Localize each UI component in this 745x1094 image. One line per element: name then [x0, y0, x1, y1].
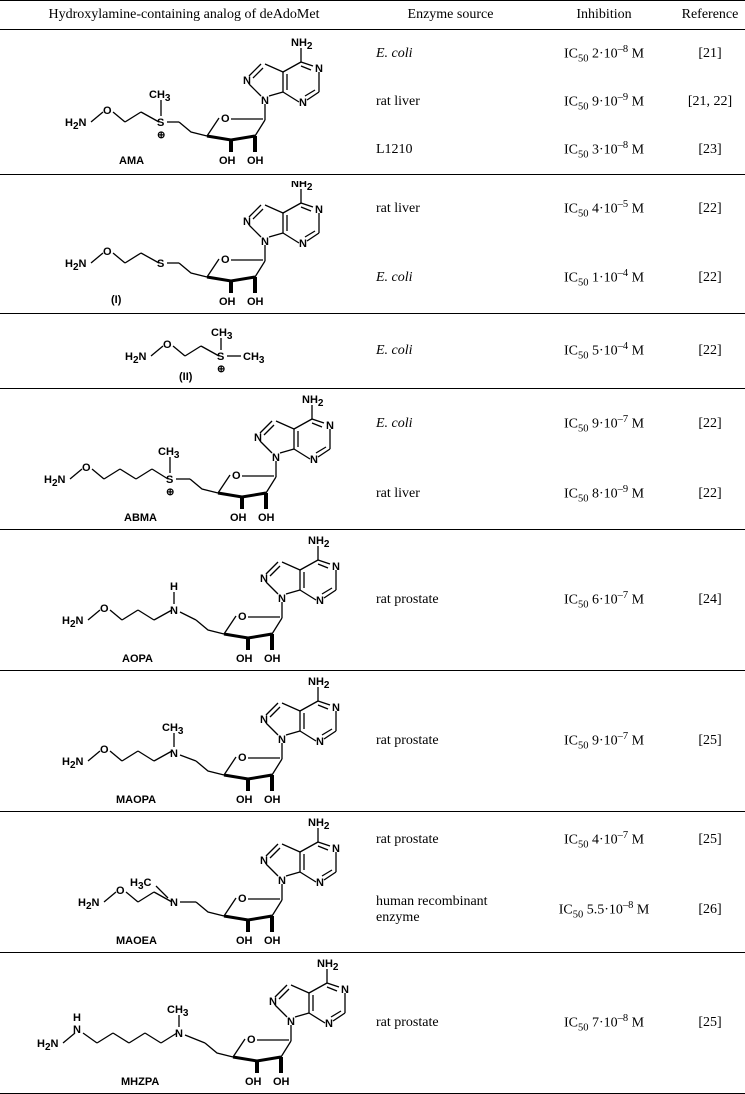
header-enzyme: Enzyme source [368, 1, 533, 30]
svg-text:(I): (I) [111, 294, 122, 306]
row-maopa-1: N CH3 MAOPA rat prostate IC50 9·10–7 M [… [0, 671, 745, 812]
ref-mhzpa-1: [25] [675, 953, 745, 1094]
svg-text:N: N [175, 1028, 183, 1040]
ref-maopa-1: [25] [675, 671, 745, 812]
enzyme-ama-1: E. coli [368, 30, 533, 79]
svg-text:⊕: ⊕ [217, 364, 225, 375]
ref-ama-3: [23] [675, 126, 745, 175]
enzyme-ii-1: E. coli [368, 314, 533, 389]
svg-text:CH3: CH3 [243, 351, 265, 366]
inhibition-maopa-1: IC50 9·10–7 M [533, 671, 675, 812]
inhibition-ama-1: IC50 2·10–8 M [533, 30, 675, 79]
ref-abma-2: [22] [675, 459, 745, 530]
inhibition-ii-1: IC50 5·10–4 M [533, 314, 675, 389]
svg-text:S: S [157, 117, 164, 129]
row-ama-1: S ⊕ CH3 AMA E. coli IC50 2·10–8 M [21] [0, 30, 745, 79]
svg-text:⊕: ⊕ [157, 130, 165, 141]
enzyme-maoea-2: human recombinant enzyme [368, 868, 533, 952]
structure-aopa: N H AOPA [0, 530, 368, 671]
svg-text:CH3: CH3 [211, 327, 233, 342]
inhibition-maoea-2: IC50 5.5·10–8 M [533, 868, 675, 952]
ref-i-2: [22] [675, 244, 745, 314]
svg-text:CH3: CH3 [149, 89, 171, 104]
svg-text:AOPA: AOPA [122, 653, 153, 665]
svg-text:S: S [217, 351, 224, 363]
inhibition-i-1: IC50 4·10–5 M [533, 175, 675, 244]
svg-text:S: S [166, 474, 173, 486]
structure-maopa: N CH3 MAOPA [0, 671, 368, 812]
row-i-1: S (I) rat liver IC50 4·10–5 M [22] [0, 175, 745, 244]
structure-abma: H2N O S ⊕ CH3 ABMA [0, 389, 368, 530]
inhibition-ama-3: IC50 3·10–8 M [533, 126, 675, 175]
inhibition-maoea-1: IC50 4·10–7 M [533, 812, 675, 868]
structure-i: S (I) [0, 175, 368, 314]
svg-text:N: N [170, 748, 178, 760]
row-ii-1: S ⊕ CH3 CH3 (II) E. coli IC50 5·10–4 M [… [0, 314, 745, 389]
header-inhibition: Inhibition [533, 1, 675, 30]
ref-maoea-2: [26] [675, 868, 745, 952]
enzyme-maoea-1: rat prostate [368, 812, 533, 868]
row-aopa-1: N H AOPA rat prostate IC50 6·10–7 M [24] [0, 530, 745, 671]
svg-text:N: N [73, 1024, 81, 1036]
inhibition-abma-1: IC50 9·10–7 M [533, 389, 675, 459]
enzyme-abma-2: rat liver [368, 459, 533, 530]
ref-aopa-1: [24] [675, 530, 745, 671]
svg-text:ABMA: ABMA [124, 512, 157, 524]
svg-text:N: N [170, 605, 178, 617]
inhibition-abma-2: IC50 8·10–9 M [533, 459, 675, 530]
svg-text:(II): (II) [179, 371, 193, 383]
svg-text:S: S [157, 258, 164, 270]
inhibition-i-2: IC50 1·10–4 M [533, 244, 675, 314]
svg-text:H: H [170, 581, 178, 593]
row-maoea-1: N H3C MAOEA rat prostate IC50 4·10–7 M [… [0, 812, 745, 868]
row-abma-1: H2N O S ⊕ CH3 ABMA E. coli IC50 9·10–7 M… [0, 389, 745, 459]
svg-text:MAOEA: MAOEA [116, 935, 157, 947]
svg-text:CH3: CH3 [162, 722, 184, 737]
structure-mhzpa: H2N N H N CH3 MHZPA [0, 953, 368, 1094]
svg-text:CH3: CH3 [167, 1004, 189, 1019]
svg-text:MAOPA: MAOPA [116, 794, 156, 806]
enzyme-ama-3: L1210 [368, 126, 533, 175]
ref-abma-1: [22] [675, 389, 745, 459]
header-row: Hydroxylamine-containing analog of deAdo… [0, 1, 745, 30]
structure-ama: S ⊕ CH3 AMA [0, 30, 368, 175]
svg-text:AMA: AMA [119, 155, 144, 167]
svg-text:CH3: CH3 [158, 446, 180, 461]
svg-text:H2N: H2N [37, 1038, 59, 1053]
structure-maoea: N H3C MAOEA [0, 812, 368, 953]
row-mhzpa-1: H2N N H N CH3 MHZPA rat prostate IC50 7·… [0, 953, 745, 1094]
ref-ii-1: [22] [675, 314, 745, 389]
svg-text:MHZPA: MHZPA [121, 1076, 159, 1088]
ref-maoea-1: [25] [675, 812, 745, 868]
inhibition-ama-2: IC50 9·10–9 M [533, 78, 675, 126]
enzyme-aopa-1: rat prostate [368, 530, 533, 671]
svg-text:H3C: H3C [130, 877, 152, 892]
svg-text:N: N [170, 897, 178, 909]
structure-ii: S ⊕ CH3 CH3 (II) [0, 314, 368, 389]
enzyme-maopa-1: rat prostate [368, 671, 533, 812]
ref-i-1: [22] [675, 175, 745, 244]
enzyme-mhzpa-1: rat prostate [368, 953, 533, 1094]
enzyme-ama-2: rat liver [368, 78, 533, 126]
inhibition-mhzpa-1: IC50 7·10–8 M [533, 953, 675, 1094]
enzyme-i-1: rat liver [368, 175, 533, 244]
enzyme-abma-1: E. coli [368, 389, 533, 459]
svg-text:H2N: H2N [44, 474, 66, 489]
header-structure: Hydroxylamine-containing analog of deAdo… [0, 1, 368, 30]
svg-text:H: H [73, 1012, 81, 1024]
svg-text:O: O [82, 462, 91, 474]
header-reference: Reference [675, 1, 745, 30]
ref-ama-2: [21, 22] [675, 78, 745, 126]
svg-text:⊕: ⊕ [166, 487, 174, 498]
analog-table: Hydroxylamine-containing analog of deAdo… [0, 0, 745, 1094]
inhibition-aopa-1: IC50 6·10–7 M [533, 530, 675, 671]
enzyme-i-2: E. coli [368, 244, 533, 314]
ref-ama-1: [21] [675, 30, 745, 79]
